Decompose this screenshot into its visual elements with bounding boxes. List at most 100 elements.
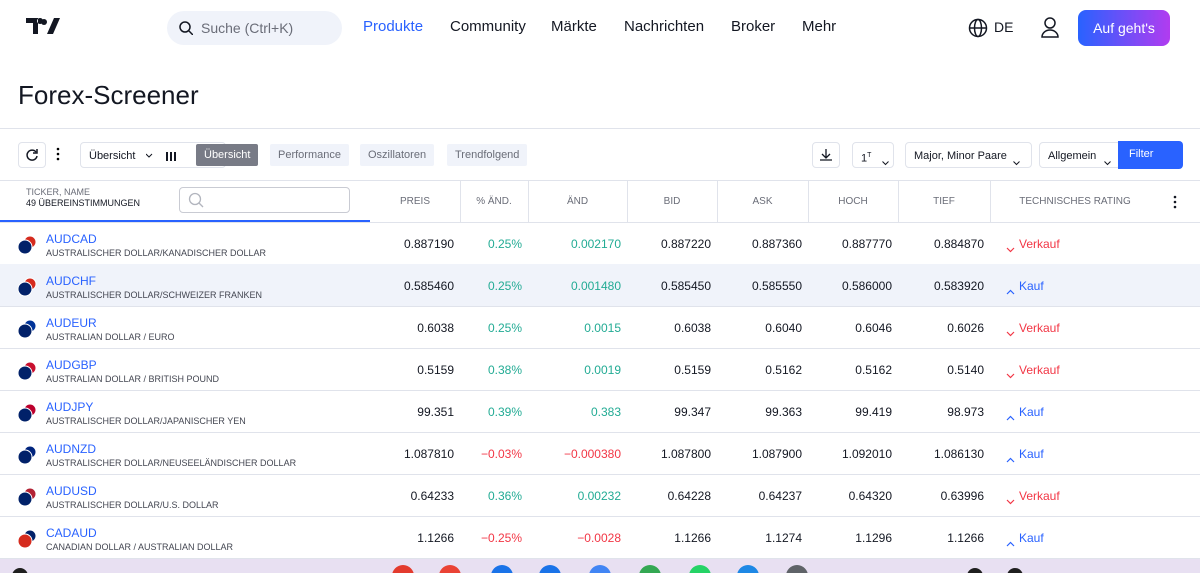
rating: Verkauf — [1019, 363, 1060, 377]
row-border — [0, 348, 1200, 349]
user-icon[interactable] — [1040, 17, 1060, 39]
flag-icon — [17, 403, 37, 423]
rating-icon — [1006, 282, 1015, 295]
cell: 0.00232 — [577, 489, 621, 503]
ticker-symbol[interactable]: AUDUSD — [46, 484, 97, 498]
interval-dropdown[interactable]: 1T — [852, 142, 895, 168]
rating-icon — [1006, 366, 1015, 379]
nav-item[interactable]: Mehr — [802, 18, 837, 35]
nav-item[interactable]: Community — [450, 18, 526, 35]
divider — [0, 128, 1200, 129]
cell: 1.087810 — [403, 447, 454, 461]
globe-icon[interactable] — [968, 18, 988, 38]
spacer — [146, 142, 147, 143]
nav-item[interactable]: Nachrichten — [624, 18, 705, 35]
cell: 1.092010 — [841, 447, 892, 461]
column-menu[interactable] — [1173, 194, 1177, 210]
cell: 0.64233 — [410, 489, 454, 503]
search-icon — [179, 21, 193, 35]
cell: 0.6038 — [417, 321, 454, 335]
ticker-name: AUSTRALISCHER DOLLAR/NEUSEELÄNDISCHER DO… — [46, 458, 297, 468]
flag-icon — [17, 445, 37, 465]
cell: 0.585460 — [403, 279, 454, 293]
cell: −0.0028 — [577, 531, 621, 545]
ticker-symbol[interactable]: AUDCHF — [46, 274, 96, 288]
cell: 0.63996 — [940, 489, 984, 503]
cell: 0.36% — [487, 489, 522, 503]
nav-item[interactable]: Märkte — [551, 18, 597, 35]
column-header[interactable]: HOCH — [838, 196, 868, 207]
column-header[interactable]: PREIS — [399, 196, 430, 207]
cell: 1.1266 — [947, 531, 984, 545]
cell: 0.5162 — [855, 363, 892, 377]
cell: 0.6040 — [765, 321, 802, 335]
ticker-name: AUSTRALISCHER DOLLAR/KANADISCHER DOLLAR — [46, 248, 267, 258]
cell: −0.03% — [480, 447, 522, 461]
column-header[interactable]: ASK — [752, 196, 773, 207]
ticker-symbol[interactable]: AUDGBP — [46, 358, 97, 372]
cell: 1.087900 — [751, 447, 802, 461]
flag-icon — [17, 235, 37, 255]
row-border — [0, 390, 1200, 391]
cell: 1.1266 — [417, 531, 454, 545]
ticker-search[interactable] — [179, 187, 350, 213]
cta-button[interactable]: Auf geht's — [1078, 10, 1170, 46]
cell: 0.585450 — [660, 279, 711, 293]
market-dropdown[interactable]: Major, Minor Paare — [905, 142, 1032, 168]
ticker-name: AUSTRALISCHER DOLLAR/U.S. DOLLAR — [46, 500, 219, 510]
column-header[interactable]: TIEF — [933, 196, 955, 207]
chevron — [882, 153, 889, 166]
download-button[interactable] — [812, 142, 840, 168]
cell: 0.25% — [487, 321, 522, 335]
cell: 0.25% — [487, 237, 522, 251]
tab[interactable]: Übersicht — [196, 144, 259, 166]
column-divider — [627, 181, 628, 222]
tab[interactable]: Performance — [270, 144, 349, 166]
search-box[interactable]: Suche (Ctrl+K) — [167, 11, 342, 45]
column-divider — [528, 181, 529, 222]
nav-item[interactable]: Produkte — [363, 18, 424, 35]
tab[interactable]: Oszillatoren — [360, 144, 435, 166]
ticker-symbol[interactable]: CADAUD — [46, 526, 97, 540]
column-header[interactable]: % ÄND. — [476, 196, 512, 207]
page-title: Forex-Screener — [18, 80, 199, 110]
cell: 0.5140 — [947, 363, 984, 377]
sort-indicator — [0, 220, 370, 222]
row-border — [0, 558, 1200, 559]
cell: 0.64320 — [848, 489, 892, 503]
column-header[interactable]: TECHNISCHES RATING — [1019, 196, 1131, 207]
tab[interactable]: Trendfolgend — [447, 144, 528, 166]
nav-item[interactable]: Broker — [731, 18, 776, 35]
cell: 0.887220 — [660, 237, 711, 251]
ticker-name: AUSTRALIAN DOLLAR / BRITISH POUND — [46, 374, 220, 384]
refresh-button[interactable] — [18, 142, 46, 168]
filter-button[interactable]: Filter — [1118, 141, 1183, 169]
cell: 99.363 — [765, 405, 802, 419]
rating: Kauf — [1019, 447, 1044, 461]
cell: −0.000380 — [563, 447, 621, 461]
ticker-symbol[interactable]: AUDNZD — [46, 442, 96, 456]
cell: 0.583920 — [933, 279, 984, 293]
rating: Kauf — [1019, 405, 1044, 419]
language[interactable]: DE — [994, 19, 1014, 35]
cell: 0.383 — [590, 405, 621, 419]
ticker-name: CANADIAN DOLLAR / AUSTRALIAN DOLLAR — [46, 542, 234, 552]
chevron — [1104, 153, 1111, 166]
cell: 0.6038 — [674, 321, 711, 335]
cell: 0.6026 — [947, 321, 984, 335]
logo[interactable] — [26, 16, 60, 36]
row-highlight — [0, 264, 1200, 306]
more-button[interactable] — [56, 146, 60, 165]
ticker-symbol[interactable]: AUDEUR — [46, 316, 97, 330]
cell: 0.5159 — [674, 363, 711, 377]
rating: Kauf — [1019, 531, 1044, 545]
cell: 1.1296 — [855, 531, 892, 545]
ticker-symbol[interactable]: AUDJPY — [46, 400, 94, 414]
rating-icon — [1006, 450, 1015, 463]
view-label: Übersicht — [89, 150, 136, 162]
search-placeholder: Suche (Ctrl+K) — [201, 20, 294, 36]
column-header[interactable]: BID — [663, 196, 681, 207]
rating: Verkauf — [1019, 237, 1060, 251]
column-header[interactable]: ÄND — [566, 196, 589, 207]
ticker-symbol[interactable]: AUDCAD — [46, 232, 97, 246]
